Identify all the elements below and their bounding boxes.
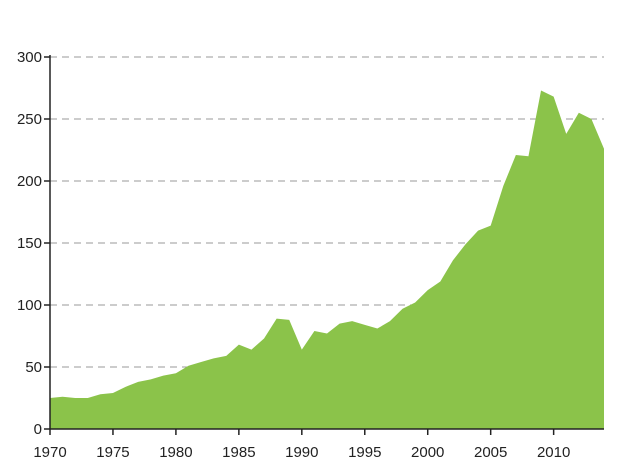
y-tick-label-150: 150 [17, 235, 42, 252]
area-series [50, 90, 604, 429]
x-tick-label-1970: 1970 [33, 444, 66, 461]
x-tick-label-1980: 1980 [159, 444, 192, 461]
y-tick-label-250: 250 [17, 111, 42, 128]
y-tick-label-300: 300 [17, 49, 42, 66]
x-tick-label-1995: 1995 [348, 444, 381, 461]
y-tick-label-200: 200 [17, 173, 42, 190]
axes [44, 55, 604, 435]
x-tick-label-1985: 1985 [222, 444, 255, 461]
y-tick-label-100: 100 [17, 297, 42, 314]
y-tick-label-0: 0 [34, 421, 42, 438]
y-axis-tick-labels: 0 50 100 150 200 250 300 [17, 49, 42, 438]
x-tick-label-1975: 1975 [96, 444, 129, 461]
x-axis-tick-labels: 1970 1975 1980 1985 1990 1995 2000 2005 2010 [33, 444, 570, 461]
y-tick-label-50: 50 [25, 359, 42, 376]
x-tick-label-1990: 1990 [285, 444, 318, 461]
x-tick-label-2010: 2010 [537, 444, 570, 461]
x-tick-label-2000: 2000 [411, 444, 444, 461]
x-tick-label-2005: 2005 [474, 444, 507, 461]
